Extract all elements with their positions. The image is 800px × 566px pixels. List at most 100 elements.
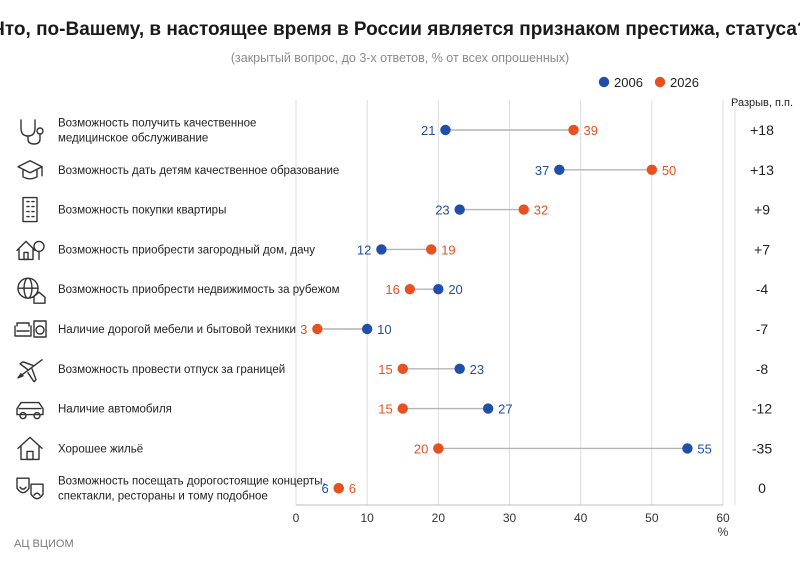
legend-marker-2006 [598,76,610,88]
chart-row: Наличие дорогой мебели и бытовой техники… [14,320,769,338]
point-2026 [397,403,408,414]
chart-title: Что, по-Вашему, в настоящее время в Росс… [0,19,800,40]
chart-subtitle: (закрытый вопрос, до 3-х ответов, % от в… [231,51,569,65]
chart-row: Возможность приобрести недвижимость за р… [17,277,769,304]
gap-value: -12 [752,401,772,417]
data-label-2026: 50 [662,163,676,178]
data-label-2026: 15 [378,362,392,377]
point-2006 [361,323,373,335]
chart-row: Возможность покупки квартиры 23 32 +9 [22,196,770,223]
data-label-2006: 23 [435,203,449,218]
data-label-2006: 23 [470,362,484,377]
data-label-2006: 55 [697,441,711,456]
data-label-2026: 16 [385,282,399,297]
point-2026 [518,204,529,215]
data-label-2006: 20 [448,282,462,297]
legend-marker-2026 [654,76,666,88]
point-2006 [454,204,465,215]
graduation-cap-icon [17,160,43,180]
chart-row: Возможность получить качественное медицин… [20,118,774,145]
x-tick-label: 0 [293,511,300,525]
category-label: Возможность приобрести загородный дом, д… [58,244,315,256]
x-tick-label: 60 [716,511,730,525]
point-2006 [376,244,387,255]
source-label: АЦ ВЦИОМ [14,538,74,550]
point-2006 [440,124,451,136]
globe-house-icon [17,277,46,304]
data-label-2026: 32 [534,203,548,218]
data-label-2026: 6 [349,481,356,496]
category-label: Наличие дорогой мебели и бытовой техники [58,324,296,336]
data-label-2026: 19 [441,242,455,257]
category-label: Возможность приобрести недвижимость за р… [58,284,340,296]
point-2026 [404,284,416,295]
chart-row: Хорошее жильё 55 20 -35 [17,436,772,461]
point-2026 [433,443,444,454]
legend-label-2026: 2026 [670,75,699,90]
gap-value: 0 [758,480,766,496]
gap-value: +18 [750,122,774,138]
x-axis: 0 10 20 30 40 50 60% [293,504,730,539]
category-label: Наличие автомобиля [58,404,172,416]
point-2026 [426,244,437,255]
point-2006 [554,164,565,175]
category-label: Возможность провести отпуск за границей [58,364,285,376]
theater-masks-icon [16,477,44,500]
gap-column-header: Разрыв, п.п. [731,97,793,109]
x-axis-unit: % [718,525,729,539]
data-label-2026: 3 [300,322,307,337]
point-2006 [682,443,693,454]
apartment-building-icon [22,196,38,223]
point-2006 [482,403,494,414]
house-icon [17,436,43,461]
chart-row: Наличие автомобиля 27 15 -12 [16,401,772,420]
point-2006 [433,284,444,295]
point-2026 [568,124,579,136]
car-icon [16,401,44,420]
gap-value: -4 [756,281,769,297]
country-house-icon [16,240,45,261]
point-2026 [312,323,323,335]
gap-value: -7 [756,321,769,337]
x-tick-label: 50 [645,511,659,525]
x-tick-label: 40 [574,511,588,525]
gap-value: +7 [754,241,770,257]
legend: 2006 2026 [598,75,699,90]
point-2006 [454,363,465,374]
data-label-2026: 20 [414,441,428,456]
gap-value: -35 [752,440,772,456]
grid [295,100,736,505]
category-label: Возможность покупки квартиры [58,205,226,217]
x-tick-label: 30 [503,511,517,525]
chart-row: Возможность дать детям качественное обра… [17,160,774,180]
sofa-washer-icon [14,320,47,338]
data-label-2006: 10 [377,322,391,337]
data-label-2026: 39 [584,123,598,138]
data-label-2006: 27 [498,402,512,417]
chart-row: Возможность посещать дорогостоящие конце… [16,476,766,503]
point-2026 [397,363,408,374]
data-label-2006: 12 [357,242,371,257]
data-label-2006: 21 [421,123,435,138]
chart-row: Возможность провести отпуск за границей 2… [17,359,769,383]
gap-value: +13 [750,162,774,178]
category-label: спектакли, рестораны и тому подобное [58,491,268,503]
data-label-2006: 6 [321,481,328,496]
category-label: Хорошее жильё [58,443,143,455]
x-tick-label: 10 [360,511,374,525]
x-tick-label: 20 [432,511,446,525]
chart-row: Возможность приобрести загородный дом, д… [16,240,770,261]
category-label: Возможность получить качественное [58,118,256,130]
data-label-2026: 15 [378,402,392,417]
airplane-icon [17,359,43,383]
gap-value: +9 [754,202,770,218]
chart-rows: Возможность получить качественное медицин… [14,118,774,503]
stethoscope-icon [20,119,44,145]
point-2026 [646,164,658,175]
point-2026 [333,483,344,494]
category-label: медицинское обслуживание [58,133,208,145]
legend-label-2006: 2006 [614,75,643,90]
gap-value: -8 [756,361,769,377]
category-label: Возможность дать детям качественное обра… [58,165,339,177]
